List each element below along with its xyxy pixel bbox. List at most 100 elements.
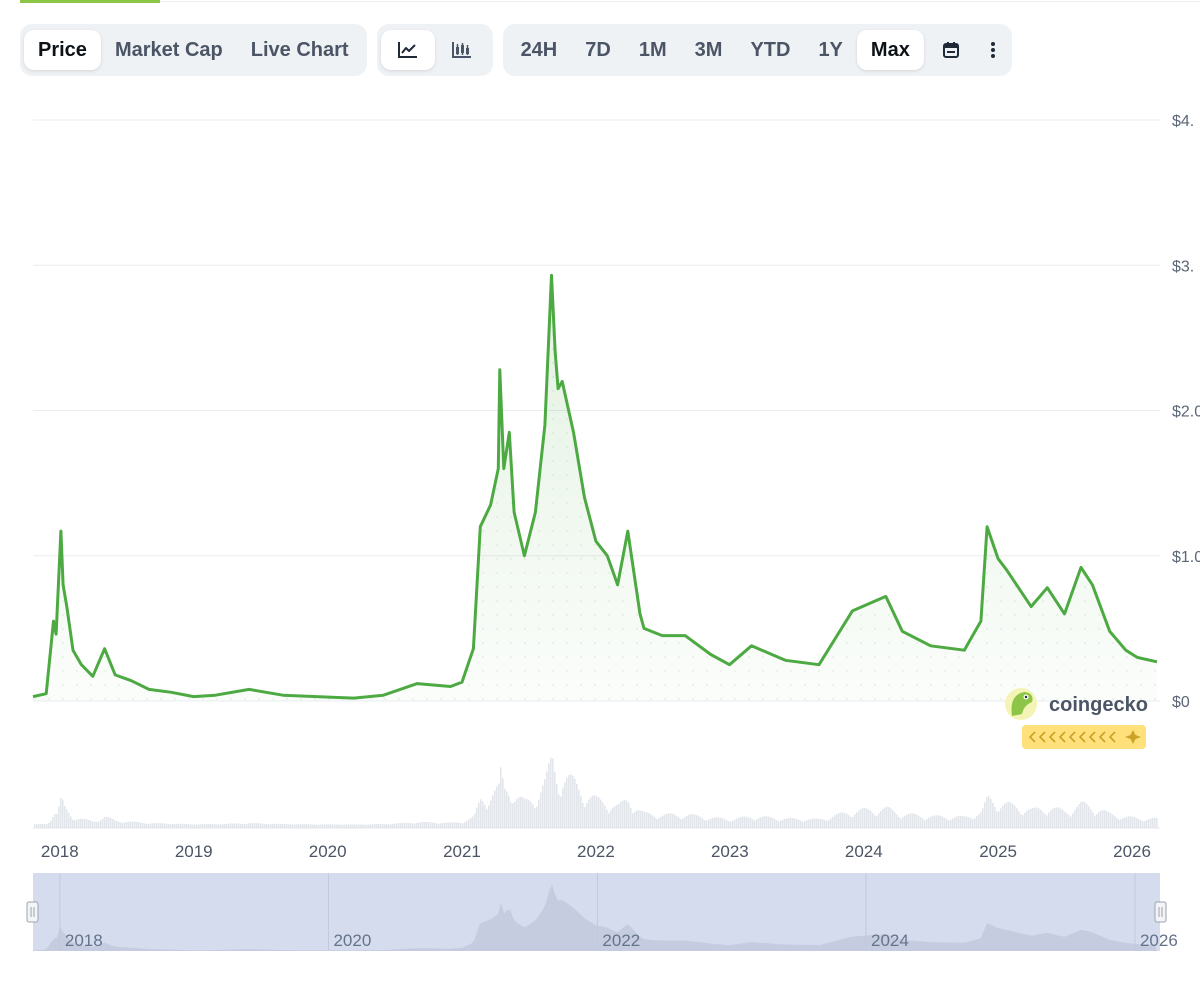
volume-bar: [802, 821, 804, 828]
volume-bar: [76, 819, 78, 828]
tab-price[interactable]: Price: [24, 30, 101, 70]
range-1m[interactable]: 1M: [638, 38, 667, 61]
volume-bar: [268, 824, 270, 828]
range-3m[interactable]: 3M: [694, 38, 723, 61]
volume-bar: [584, 807, 586, 828]
volume-bar: [940, 815, 942, 828]
volume-bar: [864, 808, 866, 828]
chart-type-toggle: [376, 24, 493, 76]
tab-live-chart[interactable]: Live Chart: [250, 38, 349, 61]
arrow-glyph: [1098, 731, 1106, 743]
range-24h[interactable]: 24H: [520, 38, 558, 61]
volume-bar: [532, 804, 534, 828]
volume-bar: [948, 820, 950, 828]
volume-bar: [904, 815, 906, 828]
volume-bar: [964, 816, 966, 828]
volume-bar: [790, 817, 792, 828]
volume-bar: [246, 823, 248, 828]
tab-market-cap[interactable]: Market Cap: [114, 38, 223, 61]
volume-bar: [900, 818, 902, 828]
volume-bar: [574, 778, 576, 828]
volume-bar: [988, 795, 990, 828]
more-options-button[interactable]: [978, 30, 1008, 70]
volume-bar: [238, 823, 240, 828]
x-tick-label: 2025: [979, 842, 1017, 861]
volume-bar: [398, 823, 400, 828]
volume-bar: [402, 822, 404, 828]
arrow-glyph: [1088, 731, 1096, 743]
volume-bar: [604, 805, 606, 828]
volume-bar: [580, 796, 582, 828]
volume-bar: [438, 823, 440, 828]
navigator-tick-label: 2024: [871, 931, 909, 950]
range-navigator[interactable]: 2018 2020 2022 2024 2026: [26, 873, 1178, 951]
price-chart[interactable]: $0 $1.0 $2.0 $3. $4. 2018 2019 2020 2021 2022 202…: [0, 90, 1200, 970]
data-tabs: Price Market Cap Live Chart: [20, 24, 367, 76]
volume-bar: [34, 824, 36, 828]
volume-bar: [114, 820, 116, 828]
volume-bar: [1054, 807, 1056, 828]
volume-bar: [214, 824, 216, 828]
volume-bar: [1084, 802, 1086, 828]
volume-bar: [396, 823, 398, 828]
volume-bar: [648, 813, 650, 828]
volume-bar: [44, 824, 46, 828]
range-7d[interactable]: 7D: [585, 38, 611, 61]
volume-bar: [160, 823, 162, 828]
volume-bar: [822, 819, 824, 828]
volume-bar: [958, 816, 960, 828]
navigator-tick-label: 2020: [333, 931, 371, 950]
volume-bar: [602, 802, 604, 828]
volume-bar: [64, 806, 66, 828]
volume-bar: [242, 824, 244, 828]
candlestick-chart-button[interactable]: [435, 30, 489, 70]
volume-bar: [350, 824, 352, 828]
x-tick-label: 2020: [309, 842, 347, 861]
volume-bar: [464, 822, 466, 828]
volume-bar: [908, 813, 910, 828]
volume-bar: [1086, 804, 1088, 828]
volume-bar: [1090, 809, 1092, 828]
volume-bar: [520, 796, 522, 828]
navigator-tick-label: 2026: [1140, 931, 1178, 950]
arrow-glyph: [1038, 731, 1046, 743]
volume-bar: [872, 812, 874, 828]
volume-bar: [478, 802, 480, 828]
navigator-left-handle[interactable]: [26, 901, 39, 923]
volume-bar: [370, 824, 372, 828]
volume-bar: [410, 823, 412, 828]
volume-bar: [68, 813, 70, 828]
range-1y[interactable]: 1Y: [818, 38, 843, 61]
volume-bar: [600, 799, 602, 828]
volume-bar: [300, 824, 302, 828]
volume-bar: [614, 805, 616, 828]
volume-bar: [480, 799, 482, 828]
volume-bar: [504, 788, 506, 828]
x-tick-label: 2022: [577, 842, 615, 861]
y-tick-label: $4.: [1172, 113, 1194, 130]
volume-bar: [926, 818, 928, 828]
volume-bar: [380, 824, 382, 828]
y-tick-label: $3.: [1172, 258, 1194, 275]
volume-bar: [836, 814, 838, 828]
calendar-button[interactable]: [924, 30, 978, 70]
navigator-gridlines: [59, 873, 1136, 951]
volume-bar: [972, 819, 974, 828]
range-max[interactable]: Max: [856, 30, 924, 70]
volume-bar: [796, 818, 798, 828]
price-line[interactable]: [32, 273, 1158, 700]
volume-bar: [552, 758, 554, 828]
volume-bar: [1080, 802, 1082, 828]
calendar-icon: [942, 42, 959, 58]
volume-bar: [1056, 807, 1058, 828]
volume-bar: [182, 823, 184, 828]
volume-bar: [418, 822, 420, 828]
volume-bar: [506, 791, 508, 828]
volume-bar: [756, 819, 758, 828]
navigator-right-handle[interactable]: [1154, 901, 1167, 923]
range-ytd[interactable]: YTD: [750, 38, 791, 61]
line-chart-button[interactable]: [380, 30, 435, 70]
volume-bar: [224, 823, 226, 828]
volume-bar: [286, 824, 288, 828]
volume-bar: [422, 822, 424, 828]
